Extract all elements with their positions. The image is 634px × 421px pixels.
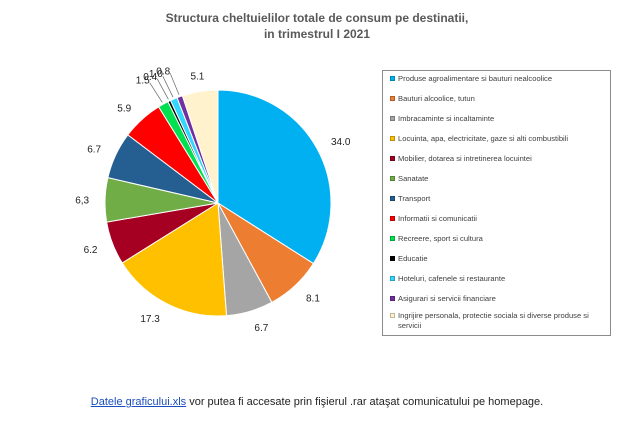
legend-swatch — [390, 116, 395, 121]
data-label-recreere-sport-si-cultura: 1.5 — [136, 76, 150, 87]
legend-swatch — [390, 136, 395, 141]
data-label-imbracaminte-si-incaltaminte: 6.7 — [254, 323, 268, 334]
legend-label: Educatie — [398, 254, 428, 263]
leader-line — [162, 76, 174, 98]
data-label-transport: 6.7 — [87, 144, 101, 155]
pie-slice-produse-agroalimentare-si-bauturi-nealcoolice — [217, 89, 332, 265]
legend-label: Sanatate — [398, 174, 429, 183]
legend-label: Bauturi alcoolice, tutun — [398, 94, 475, 103]
footer-text: vor putea fi accesate prin fişierul .rar… — [186, 396, 544, 408]
legend-swatch — [390, 76, 395, 81]
data-label-informatii-si-comunicatii: 5.9 — [117, 104, 131, 115]
legend-swatch — [390, 256, 395, 261]
leader-line — [149, 82, 163, 103]
chart-subtitle: in trimestrul I 2021 — [263, 27, 371, 41]
data-label-locuinta-apa-electricitate-gaze-si-alti-combustibili: 17.3 — [140, 314, 160, 325]
legend-label: Locuinta, apa, electricitate, gaze si al… — [398, 134, 569, 143]
legend-swatch — [390, 296, 395, 301]
legend-swatch — [390, 96, 395, 101]
data-label-ingrijire-personala-protectie-sociala-si-diverse-produse-si-servicii: 5.1 — [190, 72, 204, 83]
legend-swatch — [390, 313, 395, 318]
legend-label: Hoteluri, cafenele si restaurante — [398, 274, 506, 283]
legend-label: Transport — [398, 194, 431, 203]
legend-label: Asigurari si servicii financiare — [398, 294, 496, 303]
legend-label: Recreere, sport si cultura — [398, 234, 483, 243]
data-label-hoteluri-cafenele-si-restaurante: 1.0 — [149, 69, 163, 80]
pie-slice-locuinta-apa-electricitate-gaze-si-alti-combustibili — [121, 202, 228, 317]
pie-slice-ingrijire-personala-protectie-sociala-si-diverse-produse-si-servicii — [181, 89, 219, 204]
data-label-produse-agroalimentare-si-bauturi-nealcoolice: 34.0 — [331, 137, 351, 148]
leader-line — [169, 73, 180, 95]
legend-swatch — [390, 196, 395, 201]
data-label-mobilier-dotarea-si-intretinerea-locuintei: 6.2 — [84, 245, 98, 256]
legend-swatch — [390, 276, 395, 281]
legend-label: Ingrijire personala, protectie sociala s… — [398, 311, 589, 330]
data-file-link[interactable]: Datele graficului.xls — [90, 396, 187, 408]
legend-label: Imbracaminte si incaltaminte — [398, 114, 495, 123]
chart-legend: Produse agroalimentare si bauturi nealco… — [382, 70, 611, 336]
data-label-asigurari-si-servicii-financiare: 0.8 — [156, 66, 170, 77]
chart-title: Structura cheltuielilor totale de consum… — [165, 11, 469, 25]
legend-swatch — [390, 176, 395, 181]
legend-swatch — [390, 156, 395, 161]
footer-note: Datele graficului.xls vor putea fi acces… — [0, 396, 634, 408]
legend-label: Mobilier, dotarea si intretinerea locuin… — [398, 154, 532, 163]
data-label-educatie: 0.4 — [143, 72, 157, 83]
data-label-bauturi-alcoolice-tutun: 8.1 — [306, 293, 320, 304]
leader-line — [156, 78, 169, 100]
data-label-sanatate: 6,3 — [75, 195, 89, 206]
legend-swatch — [390, 216, 395, 221]
legend-label: Produse agroalimentare si bauturi nealco… — [398, 74, 553, 83]
legend-label: Informatii si comunicatii — [398, 214, 477, 223]
legend-swatch — [390, 236, 395, 241]
